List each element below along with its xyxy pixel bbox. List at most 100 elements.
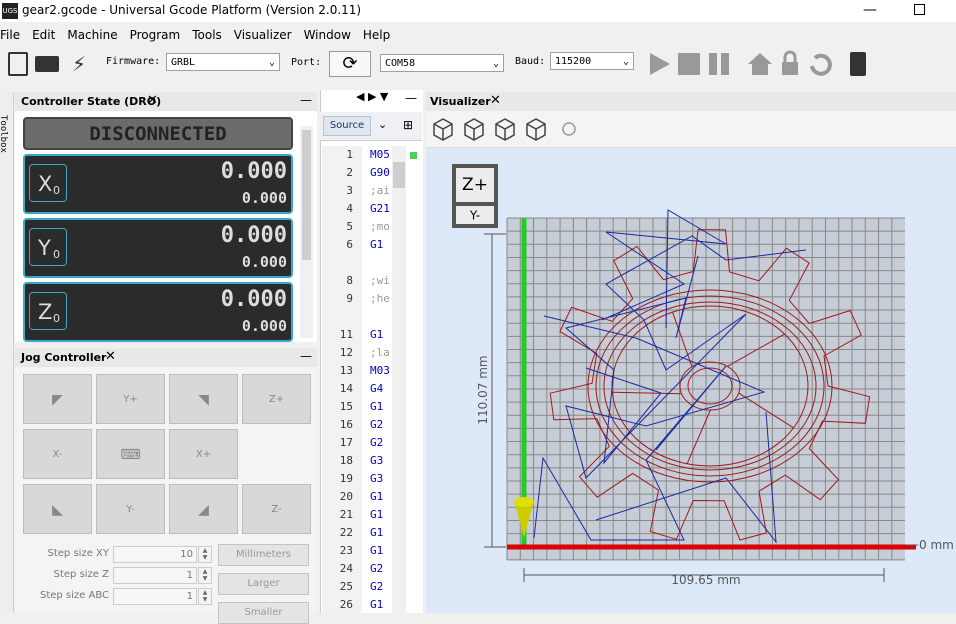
jog-button[interactable]: Z+ (242, 374, 311, 424)
jog-button[interactable]: ◥ (169, 374, 238, 424)
connect-icon[interactable]: ⚡ (72, 52, 87, 76)
view-button[interactable] (495, 118, 515, 141)
axis-badge[interactable] (29, 164, 67, 202)
step-input[interactable]: 10 (113, 546, 197, 563)
code-text: G1 (370, 544, 384, 557)
minimize-panel: — (300, 349, 312, 363)
close-tab[interactable]: ✕ (490, 93, 501, 108)
scroll-thumb[interactable] (302, 130, 311, 260)
firmware-select[interactable]: GRBL ⌄ (166, 53, 280, 71)
minimize-panel[interactable]: — (300, 93, 312, 107)
axis-row (23, 154, 293, 214)
axis-badge[interactable] (29, 228, 67, 266)
refresh-button[interactable]: ⟳ (329, 51, 371, 77)
port-select[interactable]: COM58 ⌄ (380, 54, 504, 72)
jog-button[interactable]: ◤ (23, 374, 92, 424)
unit-button[interactable]: Larger (218, 573, 309, 595)
gear-spoke (738, 392, 794, 429)
menu-item[interactable]: Tools (192, 28, 222, 42)
menu-item[interactable]: Machine (67, 28, 118, 42)
code-text: G1 (370, 328, 384, 341)
step-input[interactable]: 1 (113, 588, 197, 605)
settings-button[interactable] (562, 122, 576, 136)
step-spinner[interactable]: ▲ ▼ (198, 546, 212, 563)
step-spinner[interactable]: ▲ ▼ (198, 567, 212, 584)
gear-ring (595, 295, 825, 477)
code-text: M03 (370, 364, 390, 377)
menu-item[interactable]: File (0, 28, 21, 42)
jog-button[interactable]: X- (23, 429, 92, 479)
line-number: 17 (339, 436, 353, 449)
jog-button[interactable]: Z- (242, 484, 311, 534)
menu-item[interactable]: Visualizer (233, 28, 292, 42)
window-title: gear2.gcode - Universal Gcode Platform (… (22, 3, 362, 17)
new-icon[interactable] (8, 52, 28, 76)
gear-spoke (612, 391, 682, 395)
gutter (322, 146, 362, 613)
menu-item[interactable]: Help (362, 28, 391, 42)
line-number: 14 (339, 382, 353, 395)
unit-button[interactable]: Millimeters (218, 544, 309, 566)
view-button[interactable] (526, 118, 546, 141)
open-icon[interactable] (35, 56, 59, 72)
baud-select[interactable]: 115200 ⌄ (550, 52, 634, 70)
code-text: G3 (370, 454, 384, 467)
close-tab[interactable]: ✕ (105, 349, 116, 364)
tool-marker (514, 500, 534, 538)
machine-position: 0.000 (241, 253, 287, 271)
history-button[interactable]: ⌄ (378, 118, 388, 131)
axis-name: Y (38, 236, 51, 260)
home-icon[interactable] (748, 53, 772, 75)
lock-icon[interactable] (782, 62, 798, 75)
code-text: ;la (370, 346, 390, 359)
status-display: DISCONNECTED (23, 117, 293, 150)
baud-value: 115200 (555, 56, 592, 67)
baud-label: Baud: (515, 56, 546, 67)
step-input[interactable]: 1 (113, 567, 197, 584)
jog-button[interactable]: Y+ (96, 374, 165, 424)
view-button[interactable] (464, 118, 484, 141)
pause-icon[interactable] (709, 53, 717, 75)
code-text: ;ai (370, 184, 390, 197)
line-number: 23 (339, 544, 353, 557)
jog-button[interactable]: Y- (96, 484, 165, 534)
line-number: 22 (339, 526, 353, 539)
line-number: 6 (346, 238, 353, 251)
split-button[interactable]: ⊞ (403, 118, 414, 132)
firmware-value: GRBL (171, 57, 196, 68)
step-spinner[interactable]: ▲ ▼ (198, 588, 212, 605)
minimize[interactable]: — (863, 2, 877, 18)
close-tab[interactable]: ✕ (147, 93, 158, 108)
machine-toolbar (650, 50, 866, 76)
line-number: 18 (339, 454, 353, 467)
menu-item[interactable]: Window (303, 28, 351, 42)
jog-button[interactable]: ◢ (169, 484, 238, 534)
view-button[interactable] (433, 118, 453, 141)
gear-outline (549, 229, 871, 541)
menu-item[interactable]: Program (129, 28, 181, 42)
cube-face (456, 206, 494, 224)
stop-icon[interactable] (678, 53, 700, 75)
step-label: Step size Z (53, 569, 109, 580)
code-text: G1 (370, 238, 384, 251)
jog-button[interactable]: ◣ (23, 484, 92, 534)
code-text: G2 (370, 436, 384, 449)
toolbox-label[interactable]: Toolbox (0, 115, 8, 153)
code-text: G21 (370, 202, 390, 215)
device-icon[interactable] (850, 52, 866, 76)
axis-badge[interactable] (29, 292, 67, 330)
line-number: 9 (346, 292, 353, 305)
editor-nav[interactable]: ◀ ▶ ▼ (356, 90, 389, 103)
scroll-thumb[interactable] (393, 162, 405, 188)
jog-button[interactable]: X+ (169, 429, 238, 479)
unit-button[interactable]: Smaller (218, 602, 309, 624)
source-tab[interactable]: Source (323, 116, 371, 136)
line-number: 21 (339, 508, 353, 521)
jog-button[interactable]: ⌨ (96, 429, 165, 479)
play-icon[interactable] (650, 53, 670, 75)
menu-item[interactable]: Edit (32, 28, 56, 42)
pause-icon[interactable] (721, 53, 729, 75)
gear-ring (603, 301, 817, 471)
reset-icon[interactable] (810, 53, 832, 76)
maximize[interactable] (914, 4, 925, 15)
